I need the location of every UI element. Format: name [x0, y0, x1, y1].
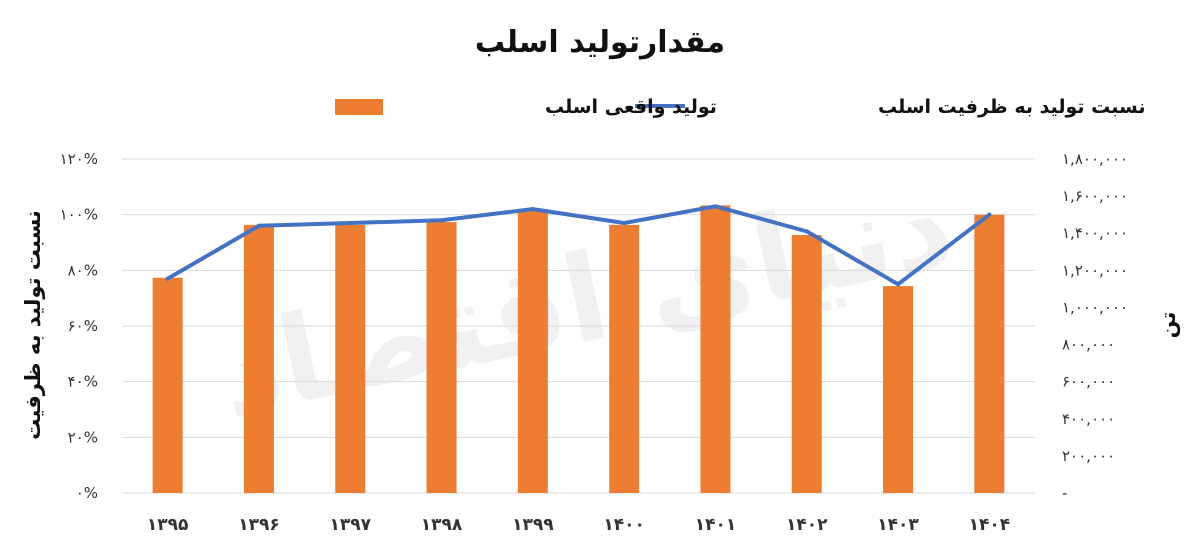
bar — [152, 277, 183, 493]
chart-title: مقدارتولید اسلب — [475, 25, 725, 60]
legend-bar-swatch — [335, 99, 383, 115]
gridlines — [122, 158, 1035, 494]
right-tick-label: - — [1062, 484, 1067, 502]
line-point — [987, 212, 992, 217]
left-tick-label: ۶۰% — [68, 317, 98, 335]
right-tick-label: ۱,۶۰۰,۰۰۰ — [1062, 187, 1128, 205]
right-axis-label: تن — [1156, 312, 1180, 339]
bar — [243, 224, 274, 493]
bar — [791, 235, 822, 494]
left-tick-label: ۱۰۰% — [60, 206, 98, 224]
right-tick-label: ۴۰۰,۰۰۰ — [1062, 410, 1115, 428]
right-tick-label: ۱,۸۰۰,۰۰۰ — [1062, 150, 1128, 168]
line-point — [896, 282, 901, 287]
left-tick-label: ۰% — [76, 484, 98, 502]
bar — [883, 286, 914, 493]
series-line — [165, 204, 992, 287]
line-point — [165, 276, 170, 281]
x-tick-label: ۱۴۰۱ — [695, 515, 737, 535]
right-tick-label: ۱,۰۰۰,۰۰۰ — [1062, 298, 1128, 316]
x-tick-label: ۱۳۹۶ — [238, 515, 280, 535]
right-tick-label: ۱,۴۰۰,۰۰۰ — [1062, 224, 1128, 242]
right-axis-ticks: - ۲۰۰,۰۰۰ ۴۰۰,۰۰۰ ۶۰۰,۰۰۰ ۸۰۰,۰۰۰ ۱,۰۰۰,۰۰۰ ۱,… — [1062, 150, 1128, 502]
line-point — [622, 221, 627, 226]
bar — [609, 224, 640, 493]
bar — [974, 214, 1005, 493]
bar — [700, 205, 731, 493]
x-axis-ticks: ۱۳۹۵ ۱۳۹۶ ۱۳۹۷ ۱۳۹۸ ۱۳۹۹ ۱۴۰۰ ۱۴۰۱ ۱۴۰۲ ۱۴۰۳ ۱۴۰۴ — [147, 515, 1010, 535]
bar — [517, 209, 548, 493]
bar-series — [152, 205, 1005, 494]
line-point — [804, 229, 809, 234]
left-tick-label: ۱۲۰% — [60, 150, 98, 168]
x-tick-label: ۱۴۰۰ — [603, 515, 645, 535]
x-tick-label: ۱۳۹۹ — [512, 515, 554, 535]
line-point — [530, 207, 535, 212]
x-tick-label: ۱۳۹۵ — [147, 515, 189, 535]
bar — [426, 222, 457, 494]
line-point — [348, 221, 353, 226]
watermark-logo: دنیای اقتصاد — [206, 154, 965, 445]
left-axis-ticks: ۰% ۲۰% ۴۰% ۶۰% ۸۰% ۱۰۰% ۱۲۰% — [60, 150, 98, 502]
right-tick-label: ۸۰۰,۰۰۰ — [1062, 336, 1115, 354]
right-tick-label: ۱,۲۰۰,۰۰۰ — [1062, 261, 1128, 279]
line-point — [256, 223, 261, 228]
left-tick-label: ۲۰% — [68, 428, 98, 446]
left-axis-label: نسبت تولید به ظرفیت — [21, 210, 45, 440]
x-tick-label: ۱۳۹۷ — [329, 515, 371, 535]
left-tick-label: ۴۰% — [68, 373, 98, 391]
x-tick-label: ۱۳۹۸ — [421, 515, 463, 535]
line-series — [165, 204, 992, 287]
x-tick-label: ۱۴۰۲ — [786, 515, 828, 535]
legend-label-production: تولید واقعی اسلب — [545, 96, 717, 118]
bar — [335, 224, 366, 493]
right-tick-label: ۲۰۰,۰۰۰ — [1062, 447, 1115, 465]
right-tick-label: ۶۰۰,۰۰۰ — [1062, 373, 1115, 391]
legend-label-ratio: نسبت تولید به ظرفیت اسلب — [878, 96, 1145, 118]
legend: نسبت تولید به ظرفیت اسلب تولید واقعی اسل… — [335, 96, 1145, 118]
line-point — [439, 218, 444, 223]
left-tick-label: ۸۰% — [68, 261, 98, 279]
x-tick-label: ۱۴۰۴ — [969, 515, 1011, 535]
x-tick-label: ۱۴۰۳ — [877, 515, 919, 535]
line-point — [713, 204, 718, 209]
